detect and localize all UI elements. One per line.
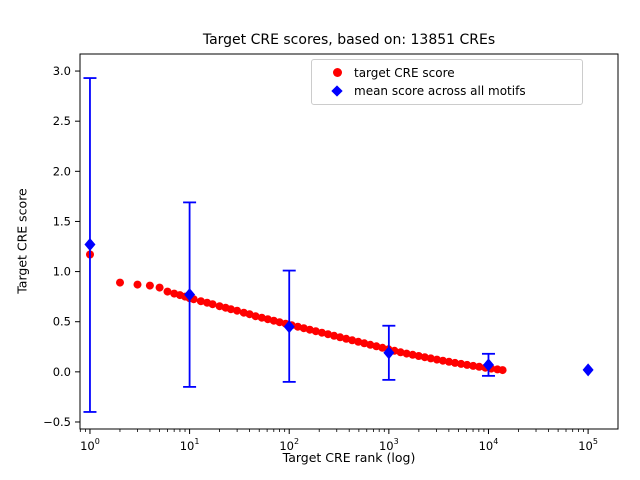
legend-item-mean-score: mean score across all motifs (320, 83, 574, 99)
legend-item-target-score: target CRE score (320, 65, 574, 81)
svg-text:105: 105 (578, 437, 598, 453)
error-bars-group (83, 77, 495, 413)
legend-marker-slot (320, 85, 354, 97)
svg-text:1.5: 1.5 (53, 214, 71, 228)
svg-text:104: 104 (479, 437, 499, 453)
red-points-group (86, 250, 507, 375)
y-axis-ticks (75, 70, 80, 423)
svg-text:2.5: 2.5 (53, 114, 71, 128)
svg-text:2.0: 2.0 (53, 164, 71, 178)
x-axis-tick-labels: 100 101 102 103 104 105 (80, 437, 598, 453)
legend-label-mean-score: mean score across all motifs (354, 84, 526, 99)
svg-text:103: 103 (379, 437, 399, 453)
svg-text:1.0: 1.0 (53, 265, 71, 279)
red-circle-marker-icon (332, 68, 342, 78)
plot-border (79, 53, 619, 430)
blue-diamond-marker-icon (331, 85, 343, 97)
svg-text:101: 101 (180, 437, 200, 453)
chart-title: Target CRE scores, based on: 13851 CREs (202, 32, 496, 48)
svg-text:3.0: 3.0 (53, 64, 71, 78)
svg-text:102: 102 (279, 437, 299, 453)
legend-label-target-score: target CRE score (354, 65, 455, 80)
svg-text:100: 100 (80, 437, 100, 453)
y-axis-tick-labels: −0.5 0.0 0.5 1.0 1.5 2.0 2.5 3.0 (43, 64, 71, 429)
svg-text:0.0: 0.0 (53, 365, 71, 379)
x-axis-ticks (89, 429, 589, 434)
legend-marker-slot (320, 68, 354, 78)
svg-text:0.5: 0.5 (53, 315, 71, 329)
legend: target CRE score mean score across all m… (311, 59, 583, 105)
blue-diamonds-group (84, 238, 594, 377)
svg-text:−0.5: −0.5 (43, 415, 71, 429)
x-axis-minor-ticks (79, 429, 584, 432)
x-axis-label: Target CRE rank (log) (282, 450, 416, 465)
y-axis-label-text: Target CRE score (14, 188, 30, 294)
